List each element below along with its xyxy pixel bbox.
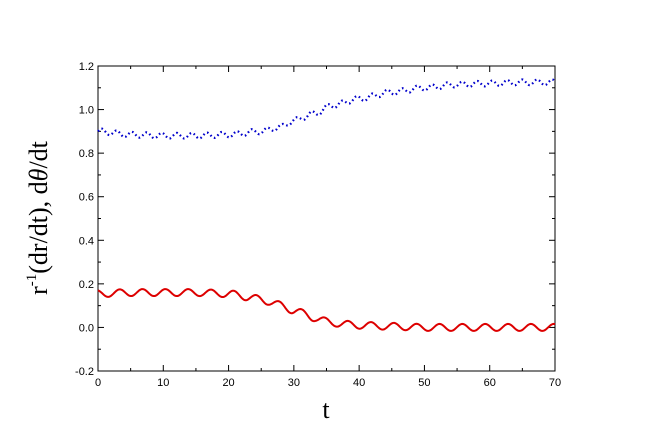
y-tick-label: 0.8 [79, 148, 94, 160]
y-tick-label: 1.2 [79, 61, 94, 73]
x-axis-title: t [322, 395, 330, 424]
x-tick-label: 40 [353, 377, 365, 389]
series-group [97, 78, 556, 332]
axis-ticks [97, 65, 556, 372]
y-title-rest: (dr/dt), d [24, 181, 53, 273]
y-tick-label: 0.6 [79, 192, 94, 204]
x-tick-label: 50 [418, 377, 430, 389]
y-axis-title: r-1(dr/dt), dθ/dt [24, 140, 53, 295]
plot-frame [97, 65, 556, 372]
y-tick-label: 1.0 [79, 105, 94, 117]
y-title-r: r [24, 286, 53, 295]
y-tick-label: 0.4 [79, 235, 94, 247]
series-solid-line [97, 288, 556, 332]
x-tick-label: 60 [484, 377, 496, 389]
y-title-exponent: -1 [24, 274, 40, 287]
y-tick-label: 0.2 [79, 279, 94, 291]
tick-labels: 0 10 20 30 40 50 60 70 -0.2 0.0 0.2 0.4 0.6 0.8 1.0 1.2 [75, 61, 561, 389]
y-title-theta: θ [24, 168, 53, 181]
x-tick-label: 10 [157, 377, 169, 389]
x-tick-label: 0 [95, 377, 101, 389]
y-tick-label: 0.0 [79, 322, 94, 334]
x-tick-label: 30 [288, 377, 300, 389]
x-tick-label: 70 [549, 377, 561, 389]
series-dotted-line [97, 78, 556, 140]
x-tick-label: 20 [222, 377, 234, 389]
y-tick-label: -0.2 [75, 366, 94, 378]
y-title-tail: /dt [24, 140, 53, 168]
